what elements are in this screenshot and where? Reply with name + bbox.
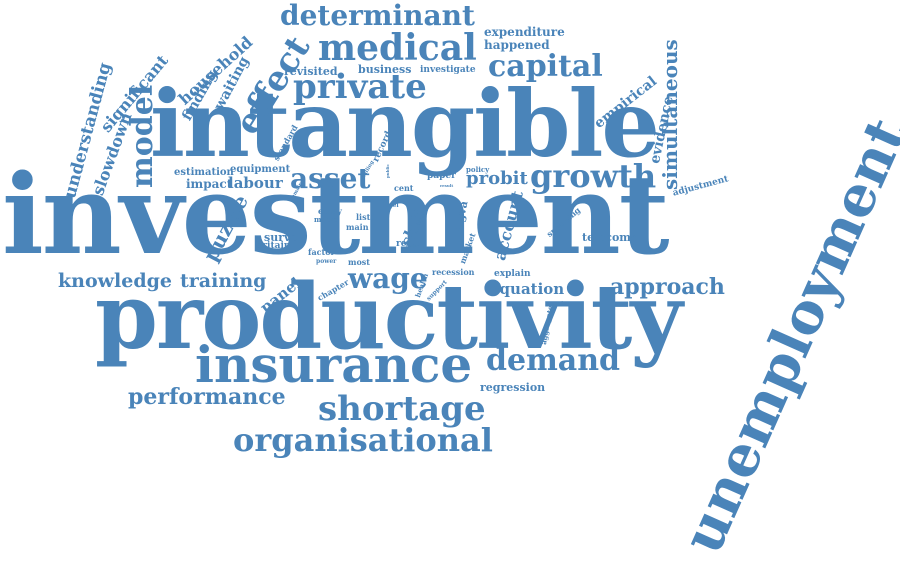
word-business: business [358,63,412,76]
word-unemployment: unemployment [669,108,900,563]
word-happened: happened [484,38,550,52]
word-telecoms: telecoms [582,231,638,244]
word-insurance: insurance [195,335,473,394]
word-asset: asset [290,162,371,195]
word-explain: explain [494,269,531,279]
word-determinant: determinant [280,0,475,32]
word-capital: capital [488,49,603,84]
word-most: most [348,257,370,267]
word-knowledge: knowledge [58,270,172,292]
word-probit: probit [466,168,528,189]
word-factor: factor [308,247,335,257]
word-public: public [385,164,390,178]
word-equipment: equipment [230,164,291,175]
word-level: level [383,202,399,209]
word-list: list [356,212,371,222]
word-major: major [406,243,420,248]
word-impact: impact [186,177,233,191]
word-wage: wage [348,262,428,295]
word-private: private [293,67,427,107]
word-productivity: productivity [95,264,683,370]
word-labour: labour [228,174,283,192]
word-organisational: organisational [233,421,493,459]
word-medical: medical [318,27,477,69]
word-power: power [316,258,337,265]
word-main: main [346,222,369,232]
word-shortage: shortage [318,389,486,429]
word-investigate: investigate [420,65,476,75]
word-investment: investment [2,150,670,279]
word-growth: growth [530,157,657,195]
word-result: result [440,183,454,188]
word-intangible: intangible [150,70,660,178]
word-training: training [180,270,267,292]
word-revisited: revisited [284,65,338,78]
word-survey: survey [264,231,304,244]
word-expenditure: expenditure [484,25,565,39]
word-demand: demand [486,343,621,378]
word-estimation: estimation [174,167,234,178]
word-britain: britain [256,241,291,251]
word-approach: approach [610,274,725,300]
word-cent: cent [394,183,414,193]
word-regression: regression [480,381,546,394]
word-policy: policy [466,165,490,174]
word-equation: equation [490,280,565,298]
word-real: real [396,239,416,249]
word-recession: recession [432,267,475,277]
word-macro: macro [314,215,339,224]
word-paper: paper [427,171,456,181]
word-performance: performance [128,384,286,410]
word-essay: essay [318,206,342,216]
